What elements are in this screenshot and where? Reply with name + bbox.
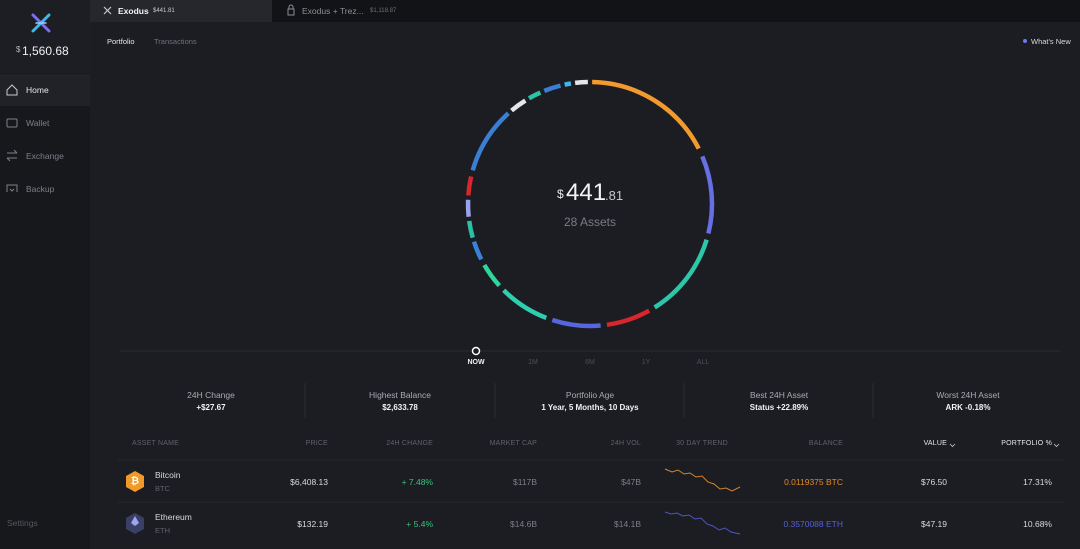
change: + 7.48% [401, 477, 433, 487]
value: $76.50 [921, 477, 947, 487]
nav-active-bg [0, 74, 90, 106]
ring-segment [502, 288, 548, 320]
subnav-item[interactable]: Transactions [154, 37, 197, 46]
ring-segment [471, 240, 484, 261]
stat-value: $2,633.78 [382, 403, 418, 412]
ring-segment [543, 83, 562, 93]
ring-segment [551, 317, 601, 329]
timeline-marker [471, 346, 481, 356]
tab-icon [103, 6, 112, 15]
nav-item[interactable]: Wallet [26, 118, 50, 128]
asset-ticker: BTC [155, 484, 170, 493]
nav-item[interactable]: Exchange [26, 151, 64, 161]
column-header[interactable]: PORTFOLIO % [1001, 440, 1052, 447]
ethereum-icon-glyph [131, 516, 139, 526]
change: + 5.4% [406, 519, 433, 529]
ring-segment [592, 79, 701, 150]
active-tab-bg [90, 0, 272, 22]
market-cap: $117B [513, 477, 537, 487]
timeline-option[interactable]: 1Y [641, 359, 651, 366]
column-header[interactable]: BALANCE [808, 440, 843, 447]
total-balance: 1,560.68 [22, 44, 69, 58]
asset-name[interactable]: Bitcoin [155, 470, 181, 480]
ring-segment [574, 79, 588, 86]
portfolio-currency: $ [557, 187, 564, 201]
balance: 0.0119375 BTC [784, 477, 843, 487]
ring-segment [470, 111, 510, 172]
market-cap: $14.6B [510, 519, 537, 529]
ring-segment [510, 98, 527, 113]
stat-label: Highest Balance [369, 390, 431, 400]
whats-new-dot [1023, 39, 1027, 43]
nav-icons [6, 84, 18, 192]
column-header[interactable]: 24H VOL [610, 440, 641, 447]
stat-dividers [304, 383, 874, 418]
column-header[interactable]: MARKET CAP [489, 440, 537, 447]
ring-segment [653, 239, 709, 310]
asset-name[interactable]: Ethereum [155, 512, 192, 522]
nav-item[interactable]: Home [26, 85, 49, 95]
timeline-option[interactable]: NOW [467, 359, 485, 366]
tab-name[interactable]: Exodus [118, 6, 149, 16]
ring-segment [700, 155, 715, 235]
portfolio-ring [465, 79, 715, 329]
stat-value: ARK -0.18% [945, 403, 991, 412]
stat-value: Status +22.89% [749, 403, 809, 412]
portfolio-share: 10.68% [1023, 519, 1052, 529]
portfolio-amount: 441 [566, 179, 607, 206]
asset-ticker: ETH [155, 526, 170, 535]
portfolio-share: 17.31% [1023, 477, 1052, 487]
stat-label: 24H Change [187, 390, 235, 400]
settings[interactable]: Settings [7, 518, 38, 528]
asset-count: 28 Assets [563, 215, 617, 229]
tab-bar [90, 0, 1080, 22]
stat-label: Worst 24H Asset [936, 390, 1000, 400]
ring-segment [482, 263, 502, 288]
column-header[interactable]: 30 DAY TREND [676, 440, 728, 447]
timeline-option[interactable]: ALL [696, 359, 710, 366]
column-header[interactable]: 24H CHANGE [386, 440, 433, 447]
stat-label: Portfolio Age [565, 390, 615, 400]
nav-item[interactable]: Backup [26, 184, 55, 194]
column-header[interactable]: ASSET NAME [132, 440, 179, 447]
ring-segment [466, 176, 474, 196]
eth-trend [664, 511, 741, 535]
timeline-option[interactable]: 1M [528, 359, 538, 366]
value: $47.19 [921, 519, 947, 529]
price: $6,408.13 [290, 477, 328, 487]
tab-balance: $441.81 [153, 7, 175, 14]
currency-symbol: $ [16, 45, 21, 54]
balance: 0.3570088 ETH [783, 519, 843, 529]
volume: $47B [621, 477, 641, 487]
ring-segment [527, 90, 542, 101]
logo [31, 13, 51, 33]
btc-trend [664, 468, 741, 492]
timeline-option[interactable]: 6M [585, 359, 595, 366]
ring-segment [466, 220, 475, 239]
tab-balance: $1,118.87 [370, 7, 397, 14]
sidebar-header [0, 0, 90, 73]
stat-value: 1 Year, 5 Months, 10 Days [541, 403, 639, 412]
subnav-item[interactable]: Portfolio [107, 37, 135, 46]
ring-segment [465, 199, 471, 217]
ring-segment [564, 81, 572, 87]
column-header[interactable]: PRICE [305, 440, 328, 447]
stat-label: Best 24H Asset [749, 390, 809, 400]
whats-new[interactable]: What's New [1031, 37, 1071, 46]
price: $132.19 [297, 519, 328, 529]
stat-value: +$27.67 [196, 403, 226, 412]
tab-name[interactable]: Exodus + Trez... [302, 6, 364, 16]
portfolio-cents: .81 [605, 188, 624, 203]
sort-chevrons [949, 443, 1060, 448]
column-header[interactable]: VALUE [923, 440, 947, 447]
ring-segment [606, 308, 651, 328]
lock-icon [287, 4, 295, 16]
bitcoin-icon [126, 471, 144, 492]
volume: $14.1B [614, 519, 641, 529]
bitcoin-icon-glyph: ₿ [131, 475, 139, 487]
